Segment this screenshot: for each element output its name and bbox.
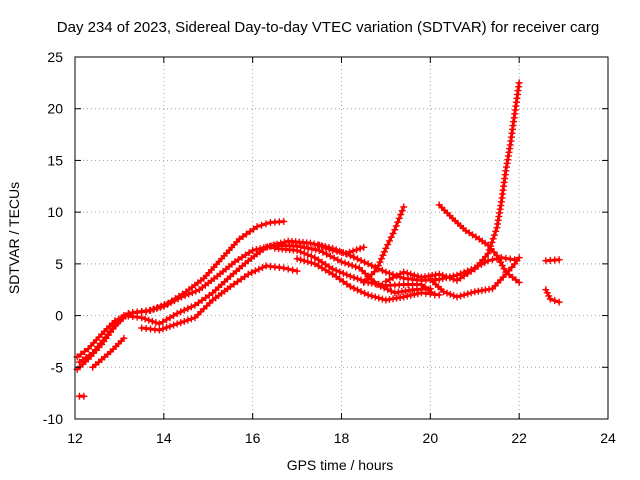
y-tick-label: 20 xyxy=(47,101,63,117)
series-track-7 xyxy=(293,255,443,304)
series-track-15 xyxy=(75,392,88,400)
series-trace xyxy=(75,243,432,371)
series-track-9 xyxy=(360,203,408,286)
series-track-10 xyxy=(435,201,523,286)
x-tick-label: 18 xyxy=(334,430,350,446)
y-tick-label: 15 xyxy=(47,152,63,168)
series-track-12 xyxy=(426,254,523,301)
series-trace xyxy=(384,81,521,283)
y-tick-label: -10 xyxy=(43,411,63,427)
series-track-3 xyxy=(73,217,288,361)
x-tick-label: 20 xyxy=(423,430,439,446)
series-track-5 xyxy=(138,262,301,334)
y-tick-label: 0 xyxy=(55,308,63,324)
x-tick-label: 16 xyxy=(245,430,261,446)
y-tick-label: 5 xyxy=(55,256,63,272)
grid-lines xyxy=(75,57,608,419)
chart-title: Day 234 of 2023, Sidereal Day-to-day VTE… xyxy=(57,19,599,36)
x-tick-label: 24 xyxy=(600,430,616,446)
x-tick-label: 14 xyxy=(156,430,172,446)
y-tick-label: 25 xyxy=(47,49,63,65)
data-series xyxy=(73,79,563,400)
axis-ticks: 12 14 16 18 20 22 24 -10 -5 0 5 10 15 20 25 xyxy=(43,49,616,446)
x-tick-label: 22 xyxy=(511,430,527,446)
y-tick-label: 10 xyxy=(47,204,63,220)
x-axis-label: GPS time / hours xyxy=(287,457,394,473)
x-tick-label: 12 xyxy=(67,430,83,446)
y-tick-label: -5 xyxy=(51,359,64,375)
series-track-6 xyxy=(271,244,439,299)
y-axis-label: SDTVAR / TECUs xyxy=(6,182,22,294)
series-track-13 xyxy=(542,256,563,265)
series-track-8 xyxy=(315,241,368,258)
series-track-14 xyxy=(542,286,563,306)
series-track-4 xyxy=(89,334,128,371)
series-track-11 xyxy=(382,79,523,285)
